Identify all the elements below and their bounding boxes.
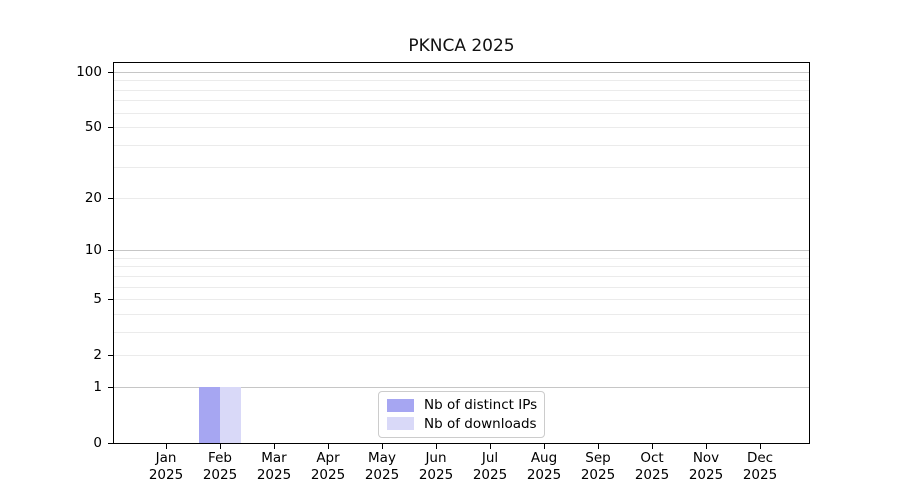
gridline-minor (114, 266, 809, 268)
legend-item: Nb of distinct IPs (387, 397, 538, 414)
x-tick-label: Dec 2025 (733, 450, 787, 483)
x-tick-month: Nov (692, 450, 720, 466)
y-tick-label: 0 (93, 435, 102, 451)
gridline-minor (114, 112, 809, 114)
x-tick-year: 2025 (148, 466, 184, 483)
y-tick-mark (108, 387, 113, 389)
x-tick-month: Oct (640, 450, 664, 466)
x-tick-label: Jan 2025 (139, 450, 193, 483)
legend: Nb of distinct IPs Nb of downloads (378, 391, 545, 438)
x-tick-year: 2025 (742, 466, 778, 483)
x-tick-year: 2025 (634, 466, 670, 483)
x-tick-label: May 2025 (355, 450, 409, 483)
legend-label: Nb of downloads (424, 415, 537, 432)
x-tick-mark (328, 444, 329, 449)
gridline-minor (114, 167, 809, 168)
x-tick-mark (274, 444, 275, 449)
x-tick-year: 2025 (580, 466, 616, 483)
gridline-minor (114, 257, 809, 259)
gridline-minor (114, 126, 809, 128)
x-tick-mark (220, 444, 221, 449)
y-tick-label: 100 (76, 64, 102, 80)
x-tick-mark (382, 444, 383, 449)
x-tick-month: Feb (208, 450, 232, 466)
y-tick-label: 20 (84, 190, 102, 207)
y-tick-mark (108, 250, 113, 252)
y-tick-mark (108, 354, 113, 356)
x-tick-month: Jan (155, 450, 177, 466)
x-tick-label: Jun 2025 (409, 450, 463, 483)
x-tick-mark (652, 444, 653, 449)
x-tick-mark (166, 444, 167, 449)
x-tick-year: 2025 (688, 466, 724, 483)
gridline-minor (114, 144, 809, 146)
x-tick-year: 2025 (526, 466, 562, 483)
x-tick-month: May (368, 450, 396, 466)
x-tick-label: Mar 2025 (247, 450, 301, 483)
x-tick-mark (544, 444, 545, 449)
y-tick-mark (108, 299, 113, 300)
gridline-minor (114, 286, 809, 288)
gridline-minor (114, 198, 809, 200)
gridline-minor (114, 299, 809, 300)
bar-distinct-ips (199, 387, 220, 443)
x-tick-label: Apr 2025 (301, 450, 355, 483)
x-tick-mark (760, 444, 761, 449)
gridline-major (114, 250, 809, 252)
gridline-minor (114, 331, 809, 333)
plot-area (113, 62, 810, 444)
bar-downloads (220, 387, 241, 443)
x-tick-label: Jul 2025 (463, 450, 517, 483)
gridline-minor (114, 100, 809, 102)
x-tick-mark (490, 444, 491, 449)
legend-item: Nb of downloads (387, 415, 537, 432)
y-tick-mark (108, 126, 113, 128)
legend-swatch (387, 398, 414, 412)
x-tick-year: 2025 (256, 466, 292, 483)
x-tick-month: Jul (481, 450, 499, 466)
x-tick-month: Aug (530, 450, 558, 466)
gridline-minor (114, 275, 809, 277)
x-tick-label: Sep 2025 (571, 450, 625, 483)
y-tick-label: 1 (93, 379, 102, 396)
y-tick-mark (108, 443, 113, 444)
gridline-minor (114, 354, 809, 356)
x-tick-label: Aug 2025 (517, 450, 571, 483)
y-tick-label: 50 (84, 118, 102, 135)
x-tick-month: Apr (316, 450, 340, 466)
gridline-major (114, 387, 809, 389)
x-tick-month: Mar (261, 450, 287, 466)
x-tick-label: Nov 2025 (679, 450, 733, 483)
gridline-minor (114, 89, 809, 91)
x-tick-year: 2025 (310, 466, 346, 483)
x-tick-month: Jun (425, 450, 447, 466)
x-tick-mark (598, 444, 599, 449)
x-tick-year: 2025 (472, 466, 508, 483)
x-tick-year: 2025 (418, 466, 454, 483)
x-tick-month: Sep (585, 450, 611, 466)
x-tick-label: Feb 2025 (193, 450, 247, 483)
y-tick-label: 2 (93, 346, 102, 363)
x-tick-month: Dec (746, 450, 774, 466)
y-tick-mark (108, 198, 113, 200)
x-tick-year: 2025 (202, 466, 238, 483)
gridline-major (114, 72, 809, 73)
legend-label: Nb of distinct IPs (424, 397, 538, 414)
x-tick-year: 2025 (364, 466, 400, 483)
gridline-minor (114, 80, 809, 82)
y-tick-label: 10 (84, 242, 102, 259)
x-tick-mark (436, 444, 437, 449)
x-tick-mark (706, 444, 707, 449)
legend-swatch (387, 417, 414, 431)
y-tick-mark (108, 72, 113, 73)
y-tick-label: 5 (93, 291, 102, 307)
gridline-minor (114, 313, 809, 315)
chart-title: PKNCA 2025 (408, 36, 515, 56)
x-tick-label: Oct 2025 (625, 450, 679, 483)
